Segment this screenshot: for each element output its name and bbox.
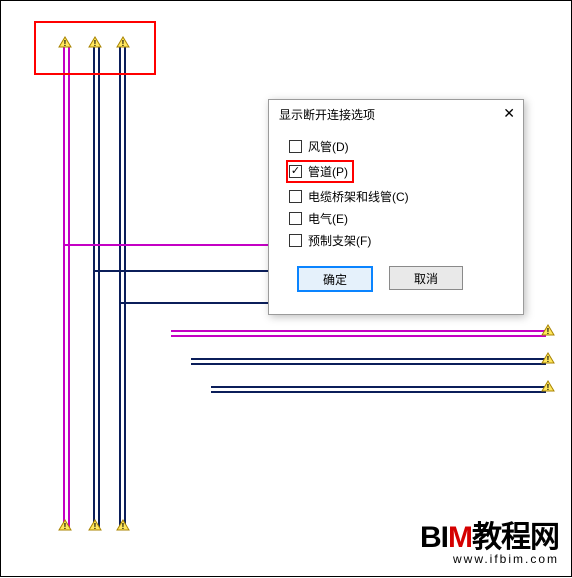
option-label: 管道(P) [308, 163, 348, 180]
option-label: 电缆桥架和线管(C) [308, 188, 409, 205]
svg-text:!: ! [547, 355, 550, 364]
dialog-body: 风管(D) 管道(P) 电缆桥架和线管(C) 电气(E) 预制支架(F) [269, 127, 523, 249]
watermark-text-c: 教程网 [472, 521, 559, 554]
option-row[interactable]: 管道(P) [289, 160, 503, 183]
checkbox[interactable] [289, 140, 302, 153]
checkbox[interactable] [289, 234, 302, 247]
option-label: 风管(D) [308, 138, 349, 155]
warning-icon: ! [117, 520, 129, 531]
watermark-text-a: BI [420, 521, 448, 554]
disconnect-options-dialog: 显示断开连接选项 ✕ 风管(D) 管道(P) 电缆桥架和线管(C) 电气(E) 预制支架… [268, 99, 524, 315]
dialog-title: 显示断开连接选项 [269, 100, 523, 127]
svg-text:!: ! [547, 383, 550, 392]
warning-icon: ! [89, 520, 101, 531]
option-row[interactable]: 电缆桥架和线管(C) [289, 188, 503, 205]
watermark: BIM教程网 www.ifbim.com [420, 524, 559, 566]
svg-text:!: ! [122, 522, 125, 531]
dialog-buttons: 确定 取消 [269, 254, 523, 304]
warning-icon: ! [542, 381, 554, 392]
watermark-text-b: M [448, 521, 472, 554]
option-label: 电气(E) [308, 210, 348, 227]
option-row[interactable]: 风管(D) [289, 138, 503, 155]
option-row[interactable]: 电气(E) [289, 210, 503, 227]
warning-icon: ! [59, 520, 71, 531]
warning-icon: ! [542, 353, 554, 364]
cancel-button[interactable]: 取消 [389, 266, 463, 290]
svg-text:!: ! [94, 522, 97, 531]
svg-text:!: ! [547, 327, 550, 336]
watermark-url: www.ifbim.com [420, 552, 559, 566]
checkbox[interactable] [289, 190, 302, 203]
ok-button[interactable]: 确定 [297, 266, 373, 292]
top-highlight-box [34, 21, 156, 75]
checkbox[interactable] [289, 212, 302, 225]
checkbox[interactable] [289, 165, 302, 178]
svg-text:!: ! [64, 522, 67, 531]
warning-icon: ! [542, 325, 554, 336]
viewport: !!!!!!!!! 显示断开连接选项 ✕ 风管(D)管道(P)电缆桥架和线管(C… [0, 0, 572, 577]
option-label: 预制支架(F) [308, 232, 371, 249]
option-row[interactable]: 预制支架(F) [289, 232, 503, 249]
close-icon[interactable]: ✕ [503, 106, 515, 120]
